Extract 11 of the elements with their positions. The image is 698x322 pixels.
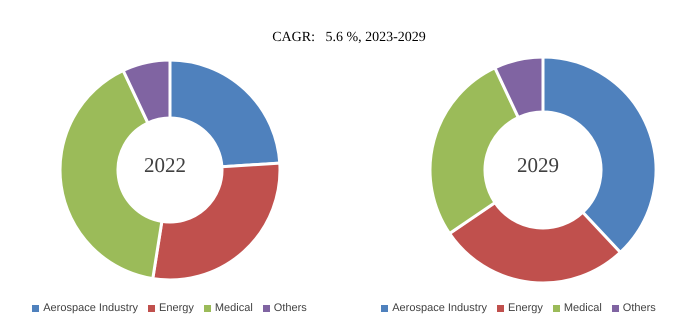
legend-label: Energy: [159, 302, 194, 314]
legend-label: Others: [274, 302, 307, 314]
text: 2029: [516, 152, 560, 178]
legend-label: Others: [622, 302, 656, 314]
legend-label: Energy: [508, 302, 543, 314]
legend-label: Medical: [564, 302, 602, 314]
text: 2022: [143, 152, 187, 178]
text: CAGR: 5.6 %, 2023-2029: [271, 30, 427, 46]
legend-label: Aerospace Industry: [392, 302, 487, 314]
legend-label: Medical: [214, 302, 253, 314]
legend-label: Aerospace Industry: [43, 302, 138, 314]
